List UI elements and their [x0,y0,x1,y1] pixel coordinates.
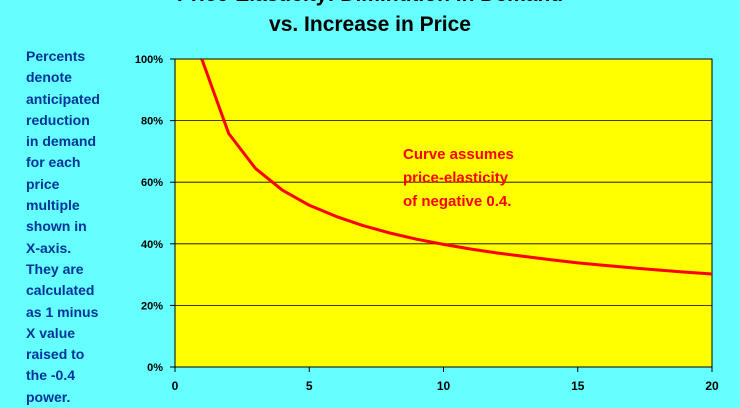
side-note-line: denote [26,69,72,86]
curve-annotation: Curve assumes price-elasticity of negative… [403,146,514,210]
x-tick-label: 10 [437,379,451,393]
y-tick-label: 60% [141,177,163,189]
x-tick-label: 20 [705,379,719,393]
side-note-line: X-axis. [26,239,72,256]
side-note-line: shown in [26,218,87,235]
chart-title-line-1: Price-Elasticity: Diminution in Demand [0,0,740,10]
chart-title: Price-Elasticity: Diminution in Demand v… [0,0,740,40]
side-note-line: the -0.4 [26,367,76,384]
side-note-line: Percents [26,48,86,64]
side-note-line: X value [26,324,76,341]
annotation-line: Curve assumes [403,146,514,163]
y-tick-label: 80% [141,116,163,128]
side-note: Percents denote anticipated reduction in dem… [26,46,118,408]
side-note-line: reduction [26,111,90,128]
y-tick-label: 0% [147,362,163,374]
x-tick-label: 5 [306,379,313,393]
annotation-line: of negative 0.4. [403,193,511,210]
side-note-line: as 1 minus [26,303,99,320]
side-note-line: anticipated [26,90,100,107]
x-tick-label: 15 [571,379,585,393]
y-tick-label: 20% [141,300,163,312]
annotation-line: price-elasticity [403,170,509,187]
side-note-line: They are [26,260,84,277]
x-tick-label: 0 [172,379,179,393]
side-note-line: calculated [26,282,95,299]
series-line [200,58,713,276]
side-note-line: raised to [26,346,85,363]
chart-title-line-2: vs. Increase in Price [269,13,471,36]
side-note-line: for each [26,154,81,171]
plot-area [174,58,713,368]
y-tick-labels: 0% 20% 40% 60% 80% 100% [135,54,163,374]
side-note-line: multiple [26,197,80,214]
y-tick-label: 100% [135,54,163,66]
x-tick-labels: 0 5 10 15 20 [172,367,719,393]
side-note-line: price [26,175,60,192]
y-tick-label: 40% [141,239,163,251]
side-note-line: in demand [26,133,97,150]
